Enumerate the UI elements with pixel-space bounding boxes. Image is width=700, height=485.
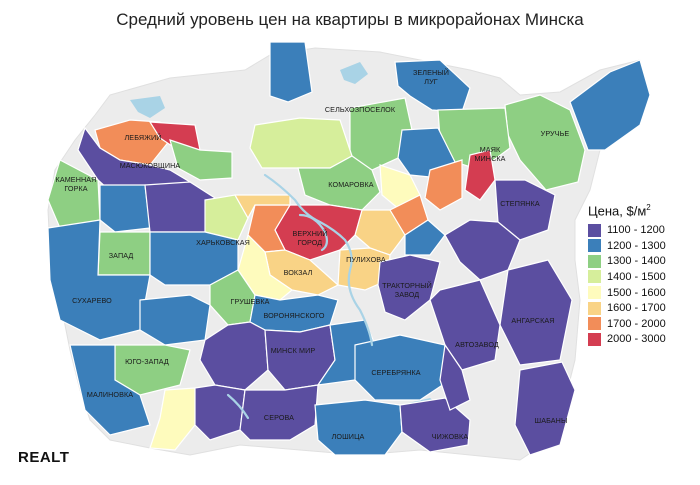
legend-label: 1400 - 1500 [607,270,666,283]
legend-swatch [588,332,601,346]
legend-label: 1200 - 1300 [607,239,666,252]
label-verkhniy-gorod: ВЕРХНИЙ ГОРОД [292,229,327,247]
label-selkhozposelok: СЕЛЬХОЗПОСЕЛОК [325,105,396,114]
label-mayak-minska: МАЯК МИНСКА [474,145,505,163]
district-mayak-red [464,149,496,201]
label-loshitsa: ЛОШИЦА [332,432,365,441]
label-zapad: ЗАПАД [109,251,134,260]
legend-rows: 1100 - 1200 1200 - 1300 1300 - 1400 1400 - … [588,222,666,347]
price-legend: Цена, $/м2 1100 - 1200 1200 - 1300 1300 - … [588,203,666,347]
legend-swatch [588,286,601,299]
legend-label: 1300 - 1400 [607,255,666,268]
label-kharkovskaya: ХАРЬКОВСКАЯ [196,238,250,247]
label-lebyazhiy: ЛЕБЯЖИЙ [124,133,161,142]
label-malinovka: МАЛИНОВКА [87,390,133,399]
legend-item: 1300 - 1400 [588,254,666,270]
legend-item: 1400 - 1500 [588,269,666,285]
legend-swatch [588,239,601,253]
district-northeast-blue [569,59,651,151]
label-masyukovshchina: МАСЮКОВЩИНА [120,161,181,170]
district-shabany [514,361,576,456]
district-east-purple-low [439,343,471,411]
legend-label: 1600 - 1700 [607,302,666,315]
district-north-blue [269,41,313,103]
district-west-blue-1 [99,184,151,233]
district-komarovka [297,155,381,211]
label-vokzal: ВОКЗАЛ [284,268,313,277]
legend-swatch [588,317,601,331]
label-serebryanka: СЕРЕБРЯНКА [371,368,420,377]
label-angarskaya: АНГАРСКАЯ [511,316,554,325]
district-uruchye [504,94,586,191]
label-pulikhova: ПУЛИХОВА [346,255,386,264]
district-center-blue-e [404,219,446,256]
legend-title: Цена, $/м2 [588,203,651,219]
label-avtozavod: АВТОЗАВОД [455,340,499,349]
legend-swatch [588,270,601,284]
legend-label: 1700 - 2000 [607,317,666,330]
district-chizhovka [399,397,471,453]
legend-swatch [588,223,601,237]
legend-label: 1500 - 1600 [607,286,666,299]
legend-label: 2000 - 3000 [607,333,666,346]
label-kamennaya-gorka: КАМЕННАЯ ГОРКА [56,175,97,193]
map-title: Средний уровень цен на квартиры в микрор… [116,10,584,29]
label-zeleny-lug: ЗЕЛЕНЫЙ ЛУГ [413,68,449,86]
district-loshitsa [314,399,403,456]
realt-logo: REALT [18,449,70,466]
legend-swatch [588,301,601,315]
district-center-yellow-w [233,194,291,220]
legend-item: 1200 - 1300 [588,238,666,254]
district-serebryanka [354,334,451,401]
legend-item: 1600 - 1700 [588,300,666,316]
district-green-nw [169,139,233,181]
district-traktorny-zavod [377,254,441,321]
label-shabany: ШАБАНЫ [535,416,568,425]
label-minsk-mir: МИНСК МИР [271,346,316,355]
district-east-purple-1 [444,219,521,281]
district-malinovka [69,344,151,436]
legend-item: 1500 - 1600 [588,285,666,301]
district-orange-east [424,159,463,211]
label-chizhovka: ЧИЖОВКА [432,432,469,441]
label-sukharevo: СУХАРЕВО [72,296,112,305]
district-avtozavod [429,279,501,371]
legend-swatch [588,254,601,268]
label-uruchye: УРУЧЬЕ [541,129,570,138]
district-north-green-2 [249,117,353,169]
label-voronyanskogo: ВОРОНЯНСКОГО [263,311,324,320]
label-grushevka: ГРУШЕВКА [230,297,269,306]
label-stepyanka: СТЕПЯНКА [500,199,540,208]
district-serova [239,384,319,441]
label-yugo-zapad: ЮГО-ЗАПАД [125,357,169,366]
district-labels: ЗЕЛЕНЫЙ ЛУГ СЕЛЬХОЗПОСЕЛОК УРУЧЬЕ МАЯК МИН… [56,68,570,441]
legend-label: 1100 - 1200 [607,224,665,237]
district-yellow-west [204,194,249,241]
rivers [226,173,374,420]
label-komarovka: КОМАРОВКА [328,180,373,189]
legend-item: 2000 - 3000 [588,331,666,347]
label-traktorny-zavod: ТРАКТОРНЫЙ ЗАВОД [382,281,432,299]
legend-item: 1700 - 2000 [588,316,666,332]
label-serova: СЕРОВА [264,413,294,422]
legend-item: 1100 - 1200 [588,222,666,238]
district-shapes [47,41,651,456]
